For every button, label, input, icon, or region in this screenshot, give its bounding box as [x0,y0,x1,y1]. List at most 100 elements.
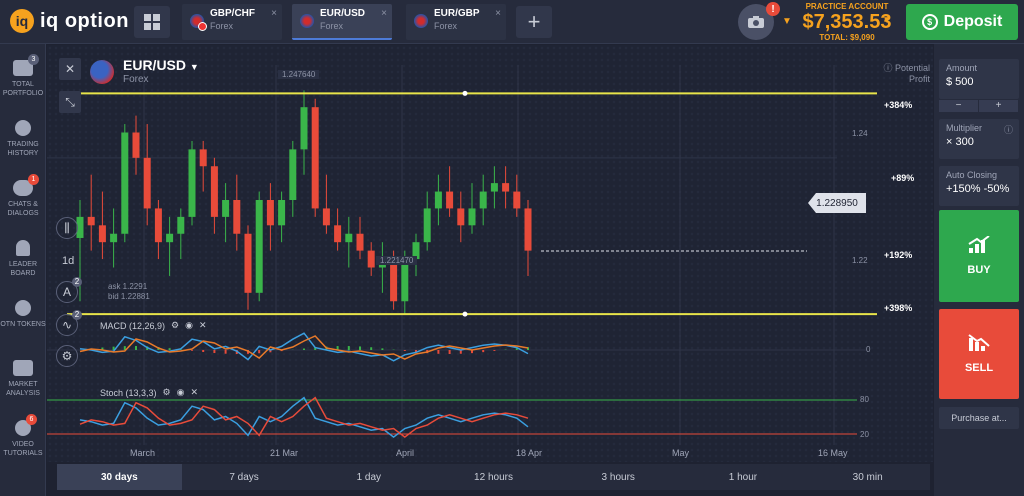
minus-button[interactable]: − [939,100,979,112]
gear-icon[interactable]: ⚙ [162,387,171,397]
notification-badge[interactable]: ! [766,2,780,16]
sidebar-item-label: TOTAL PORTFOLIO [2,81,44,97]
timeframe-7-days[interactable]: 7 days [229,471,259,483]
sidebar-item-leaderboard[interactable]: LEADER BOARD [0,240,46,278]
add-tab-button[interactable]: + [516,6,552,38]
plus-button[interactable]: + [979,100,1019,112]
close-icon[interactable]: × [495,8,501,19]
candle-body [468,208,476,226]
timeframe-30-min[interactable]: 30 min [852,471,883,483]
tab-name: EUR/USD [320,8,366,19]
indicator-icon[interactable]: ∿ [56,314,78,336]
trophy-icon [16,240,30,256]
close-icon[interactable]: ✕ [190,387,199,397]
chat-badge: 1 [28,174,39,185]
amount-field[interactable]: Amount $ 500 [939,59,1019,99]
candle-body [121,132,129,234]
timeframe-1-hour[interactable]: 1 hour [728,471,758,483]
top-bar: iq iq option GBP/CHF Forex × EUR/USD For… [0,0,1024,44]
candle-body [188,149,196,217]
info-icon: ⓘ [883,63,895,73]
chevron-down-icon[interactable]: ▼ [882,15,892,26]
asset-grid-button[interactable] [134,6,170,38]
amount-value[interactable]: $ 500 [946,76,974,88]
x-axis-label: April [396,448,415,458]
timeframe-label[interactable]: 1d [62,255,75,267]
ask-price: ask 1.2291 [108,282,148,291]
macd-label[interactable]: MACD (12,26,9) ⚙ ◉ ✕ [100,320,207,331]
current-price-tag: 1.228950 [808,193,866,213]
candle-body [502,183,510,192]
expand-icon[interactable]: ⤡ [59,91,81,113]
candle-body [345,233,353,243]
support-label: 1.221470 [376,256,418,265]
tab-eur-usd[interactable]: EUR/USD Forex × [292,4,392,40]
settings-icon[interactable]: ⚙ [56,345,78,367]
candles-icon[interactable]: ⫼ [56,217,78,239]
sidebar-item-label: TRADING HISTORY [7,141,39,157]
candle-body [300,107,308,150]
macd-zero-label: 0 [866,345,871,354]
flag-icon [414,14,428,28]
timeframe-12-hours[interactable]: 12 hours [474,471,513,483]
gear-icon[interactable]: ⚙ [171,320,180,330]
chevron-down-icon: ▼ [189,62,199,72]
tab-eur-gbp[interactable]: EUR/GBP Forex × [406,4,506,40]
eye-icon[interactable]: ◉ [176,387,185,397]
brand-logo[interactable]: iq iq option [10,9,129,33]
chat-icon: 1 [13,174,39,196]
brand-name: iq option [40,9,129,32]
chart-area[interactable] [47,45,933,462]
sell-label: SELL [964,362,994,374]
asset-title[interactable]: EUR/USD ▼ [123,57,199,73]
timeframe-3-hours[interactable]: 3 hours [601,471,635,483]
candle-body [356,233,364,251]
deposit-label: Deposit [943,13,1003,30]
close-chart-button[interactable]: ✕ [59,58,81,80]
auto-closing-value: +150% -50% [946,183,1010,195]
sidebar-item-otn[interactable]: OTN TOKENS [0,300,46,329]
account-balance[interactable]: PRACTICE ACCOUNT $7,353.53 TOTAL: $9,090 [797,2,897,42]
percent-label: +89% [891,173,915,183]
amount-stepper: − + [939,100,1019,112]
close-icon[interactable]: × [271,8,277,19]
eye-icon[interactable]: ◉ [185,320,193,330]
macd-panel [47,332,867,362]
drawing-tool-icon[interactable]: A [56,281,78,303]
close-icon[interactable]: ✕ [198,320,207,330]
candles [76,90,532,314]
x-axis-label: March [130,448,156,458]
tab-name: GBP/CHF [210,8,255,19]
buy-button[interactable]: BUY [939,210,1019,302]
tab-name: EUR/GBP [434,8,480,19]
multiplier-field[interactable]: Multiplier × 300 ⓘ [939,119,1019,159]
tab-gbp-chf[interactable]: GBP/CHF Forex × [182,4,282,40]
sidebar-item-label: CHATS & DIALOGS [7,201,39,217]
stoch-panel [47,396,857,439]
close-icon[interactable]: × [381,8,387,19]
stoch-upper-label: 80 [860,395,869,404]
potential-profit-text: Potential Profit [894,63,930,84]
timeframe-1-day[interactable]: 1 day [356,471,382,483]
auto-closing-field[interactable]: Auto Closing +150% -50% [939,166,1019,206]
sidebar-item-chats[interactable]: 1 CHATS & DIALOGS [0,174,46,218]
sidebar-item-analysis[interactable]: MARKET ANALYSIS [0,360,46,398]
percent-label: +192% [884,250,913,260]
purchase-at-button[interactable]: Purchase at... [939,407,1019,429]
candle-body [479,191,487,209]
price-axis-label: 1.22 [852,256,868,265]
stoch-label[interactable]: Stoch (13,3,3) ⚙ ◉ ✕ [100,387,198,398]
video-icon: 6 [15,414,37,436]
sidebar-item-portfolio[interactable]: 3 TOTAL PORTFOLIO [0,54,46,98]
candle-body [322,208,330,226]
deposit-button[interactable]: $ Deposit [906,4,1018,40]
info-icon[interactable]: ⓘ [1003,125,1013,135]
tool-badge: 2 [72,310,82,320]
sidebar-item-history[interactable]: TRADING HISTORY [0,120,46,158]
sidebar-item-tutorials[interactable]: 6 VIDEO TUTORIALS [0,414,46,458]
x-axis-label: 21 Mar [270,448,299,458]
timeframe-30-days[interactable]: 30 days [57,464,182,490]
chevron-down-icon[interactable]: ▼ [782,16,792,27]
sell-button[interactable]: SELL [939,309,1019,399]
candle-body [278,200,286,226]
